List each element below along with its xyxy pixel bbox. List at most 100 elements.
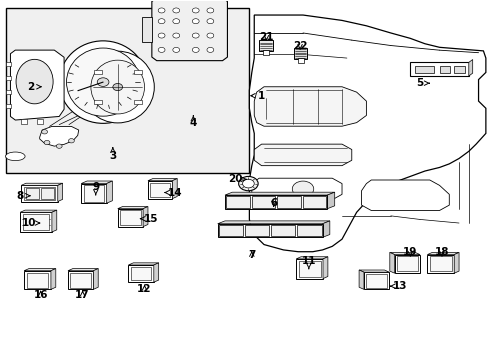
Polygon shape (81, 181, 112, 184)
Bar (70, 273, 91, 288)
Text: 7: 7 (247, 250, 255, 260)
Bar (218, 225, 243, 236)
Text: 12: 12 (137, 284, 151, 294)
Bar (5, 76, 11, 80)
Bar (5, 62, 11, 66)
Bar (148, 181, 172, 199)
Circle shape (172, 48, 179, 53)
Polygon shape (68, 269, 98, 271)
Text: 9: 9 (92, 182, 99, 195)
Polygon shape (254, 144, 351, 166)
Circle shape (192, 33, 199, 38)
Bar (294, 48, 306, 59)
Text: 18: 18 (434, 247, 448, 257)
Text: 11: 11 (301, 256, 315, 269)
Circle shape (113, 84, 122, 91)
Circle shape (172, 8, 179, 13)
Polygon shape (142, 17, 152, 42)
Circle shape (292, 181, 313, 197)
Bar (224, 195, 327, 209)
Polygon shape (52, 210, 57, 232)
Bar (131, 267, 151, 280)
Text: 22: 22 (292, 41, 307, 50)
Bar (68, 271, 93, 289)
Polygon shape (21, 183, 62, 185)
Circle shape (158, 33, 164, 38)
Bar (23, 187, 55, 200)
Text: 16: 16 (33, 290, 48, 300)
Bar (5, 90, 11, 94)
Polygon shape (172, 179, 177, 199)
Text: 1: 1 (250, 91, 264, 101)
Circle shape (68, 139, 74, 143)
Ellipse shape (81, 51, 154, 123)
Polygon shape (389, 252, 419, 255)
Polygon shape (93, 269, 98, 289)
Text: 5: 5 (416, 78, 428, 88)
Bar (37, 119, 43, 123)
Polygon shape (327, 192, 334, 209)
Bar (270, 225, 295, 236)
Bar (134, 70, 142, 75)
Polygon shape (118, 207, 148, 209)
Polygon shape (358, 270, 388, 272)
Polygon shape (361, 180, 448, 211)
Bar (296, 259, 323, 279)
Circle shape (158, 19, 164, 24)
Circle shape (242, 179, 254, 188)
Polygon shape (217, 221, 329, 224)
Polygon shape (106, 181, 112, 203)
Bar (225, 196, 249, 208)
Bar (81, 184, 106, 203)
Bar (263, 50, 268, 55)
Text: 3: 3 (109, 148, 116, 161)
Text: 13: 13 (389, 281, 407, 291)
Bar (409, 62, 468, 76)
Bar (251, 196, 275, 208)
Ellipse shape (91, 60, 144, 114)
Polygon shape (20, 210, 57, 212)
Bar (5, 104, 11, 108)
Circle shape (206, 33, 213, 38)
Circle shape (238, 176, 258, 191)
Bar (439, 66, 449, 73)
Bar (118, 209, 143, 226)
Polygon shape (224, 192, 334, 195)
Bar (259, 40, 272, 51)
Bar (94, 70, 102, 75)
Text: 4: 4 (189, 116, 197, 128)
Bar (21, 185, 58, 202)
Circle shape (158, 48, 164, 53)
Bar (134, 100, 142, 104)
Ellipse shape (16, 59, 53, 104)
Bar (453, 66, 464, 73)
Bar (128, 265, 154, 282)
Circle shape (192, 8, 199, 13)
Text: 10: 10 (21, 218, 40, 228)
Polygon shape (40, 126, 79, 146)
Bar (429, 256, 451, 271)
Polygon shape (322, 221, 329, 237)
Bar (94, 100, 102, 104)
Polygon shape (427, 252, 458, 255)
Bar (244, 225, 268, 236)
Bar (83, 185, 104, 202)
Bar (150, 183, 169, 197)
Polygon shape (154, 263, 158, 282)
Bar (120, 211, 141, 225)
Bar (297, 225, 321, 236)
Circle shape (158, 8, 164, 13)
Bar (366, 274, 386, 288)
Bar (427, 255, 453, 273)
Polygon shape (358, 270, 363, 289)
Circle shape (206, 8, 213, 13)
Polygon shape (152, 0, 227, 60)
Bar (20, 212, 52, 232)
Ellipse shape (5, 152, 25, 161)
Polygon shape (58, 183, 62, 202)
Bar (26, 273, 48, 288)
Polygon shape (468, 59, 472, 76)
Text: 17: 17 (75, 290, 90, 300)
Polygon shape (143, 207, 148, 226)
Text: 19: 19 (402, 247, 417, 257)
